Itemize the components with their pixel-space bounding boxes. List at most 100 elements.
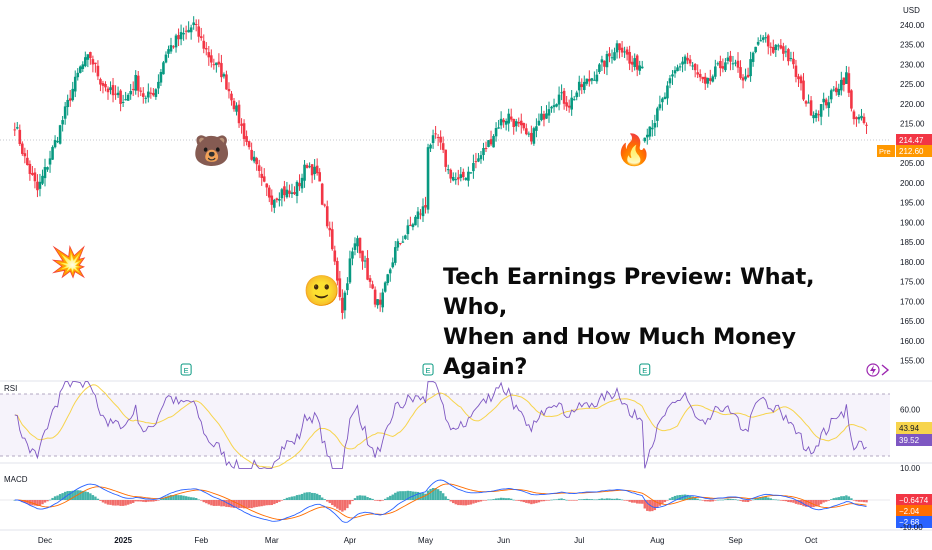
candle-body [777, 45, 780, 47]
macd-histogram-bar [510, 498, 513, 500]
candle-body [782, 46, 785, 54]
candle-body [484, 147, 488, 150]
candle-body [341, 297, 344, 313]
macd-histogram-bar [273, 500, 276, 505]
candle-body [230, 93, 233, 101]
candle-body [615, 43, 619, 53]
macd-histogram-bar [696, 498, 699, 500]
macd-histogram-bar [114, 500, 117, 506]
macd-histogram-bar [575, 500, 578, 501]
macd-histogram-bar [368, 497, 372, 500]
macd-histogram-bar [255, 500, 258, 507]
candle-body [797, 76, 800, 80]
candle-body [419, 213, 422, 215]
candle-body [761, 37, 765, 40]
macd-histogram-bar [419, 492, 422, 500]
candle-body [469, 172, 473, 174]
macd-histogram-bar [315, 493, 319, 500]
candle-body [467, 171, 470, 181]
candle-body [519, 120, 523, 126]
macd-histogram-bar [285, 497, 289, 500]
candle-body [426, 147, 430, 210]
macd-histogram-bar [661, 500, 664, 504]
macd-histogram-bar [487, 499, 490, 501]
candle-body [812, 115, 815, 119]
candle-body [577, 81, 581, 91]
candle-body [703, 76, 707, 84]
candle-body [416, 211, 420, 219]
candle-body [754, 46, 757, 53]
macd-histogram-bar [464, 500, 468, 506]
candle-body [358, 237, 362, 254]
macd-histogram-bar [782, 500, 785, 501]
macd-histogram-bar [731, 499, 735, 500]
macd-histogram-bar [671, 496, 674, 500]
candle-body [593, 79, 596, 81]
rsi-ma-value-tag [896, 422, 932, 434]
price-axis: 240.00235.00230.00225.00220.00215.00210.… [900, 21, 925, 366]
earnings-marker[interactable] [422, 363, 434, 376]
candle-body [215, 62, 218, 66]
candle-body [383, 282, 387, 292]
macd-histogram-bar [36, 500, 39, 507]
candle-body [13, 129, 17, 131]
macd-signal-value-tag-text: −2.04 [899, 507, 920, 516]
candle-body [119, 90, 122, 104]
earnings-marker[interactable] [180, 363, 192, 376]
candle-body [726, 57, 730, 61]
macd-histogram-bar [641, 500, 644, 504]
candle-body [787, 49, 790, 62]
macd-histogram-bar [623, 500, 626, 501]
macd-histogram-bar [79, 490, 82, 500]
macd-histogram-bar [532, 500, 536, 504]
macd-hist-value-tag [896, 494, 932, 506]
macd-histogram-bar [525, 500, 528, 503]
candle-body [764, 37, 768, 39]
macd-histogram-bar [184, 496, 188, 500]
macd-histogram-bar [865, 500, 868, 503]
macd-line [14, 479, 867, 523]
macd-histogram-bar [162, 497, 165, 500]
candle-body [106, 88, 110, 93]
candle-body [222, 74, 226, 77]
macd-histogram-bar [855, 500, 858, 502]
candle-body [688, 59, 692, 64]
macd-histogram-bar [210, 500, 213, 506]
forward-arrow-icon[interactable] [881, 364, 890, 376]
macd-histogram-bar [169, 495, 173, 500]
macd-histogram-bar [104, 500, 107, 504]
candle-body [436, 137, 440, 139]
candle-body [21, 143, 24, 154]
premarket-badge [877, 145, 895, 157]
candle-body [28, 163, 32, 174]
macd-histogram-bar [361, 495, 364, 500]
candle-body [401, 241, 405, 243]
macd-histogram-bar [535, 500, 538, 504]
rsi-value-tag [896, 434, 932, 446]
candle-body [404, 235, 407, 239]
macd-histogram-bar [63, 491, 67, 500]
candle-body [857, 116, 861, 120]
alert-lightning-icon[interactable] [866, 363, 880, 377]
macd-histogram-bar [769, 498, 772, 500]
candle-body [141, 93, 145, 97]
premarket-price-tag-text: 212.60 [899, 147, 924, 156]
macd-histogram-bar [167, 495, 170, 500]
macd-histogram-bar [447, 498, 450, 500]
price-tick-label: 205.00 [900, 159, 925, 168]
time-tick-label: Mar [265, 536, 279, 545]
macd-histogram-bar [457, 500, 460, 506]
candle-body [759, 40, 762, 42]
candle-body [666, 85, 669, 99]
time-tick-label: Dec [38, 536, 52, 545]
macd-histogram-bar [53, 496, 57, 500]
macd-histogram-bar [628, 500, 631, 502]
candle-body [648, 126, 652, 137]
macd-histogram-bar [688, 495, 692, 500]
candle-body [855, 117, 858, 120]
macd-histogram-bar [613, 498, 616, 500]
earnings-marker[interactable] [639, 363, 651, 376]
candle-body [582, 81, 586, 91]
candle-body [472, 163, 475, 172]
